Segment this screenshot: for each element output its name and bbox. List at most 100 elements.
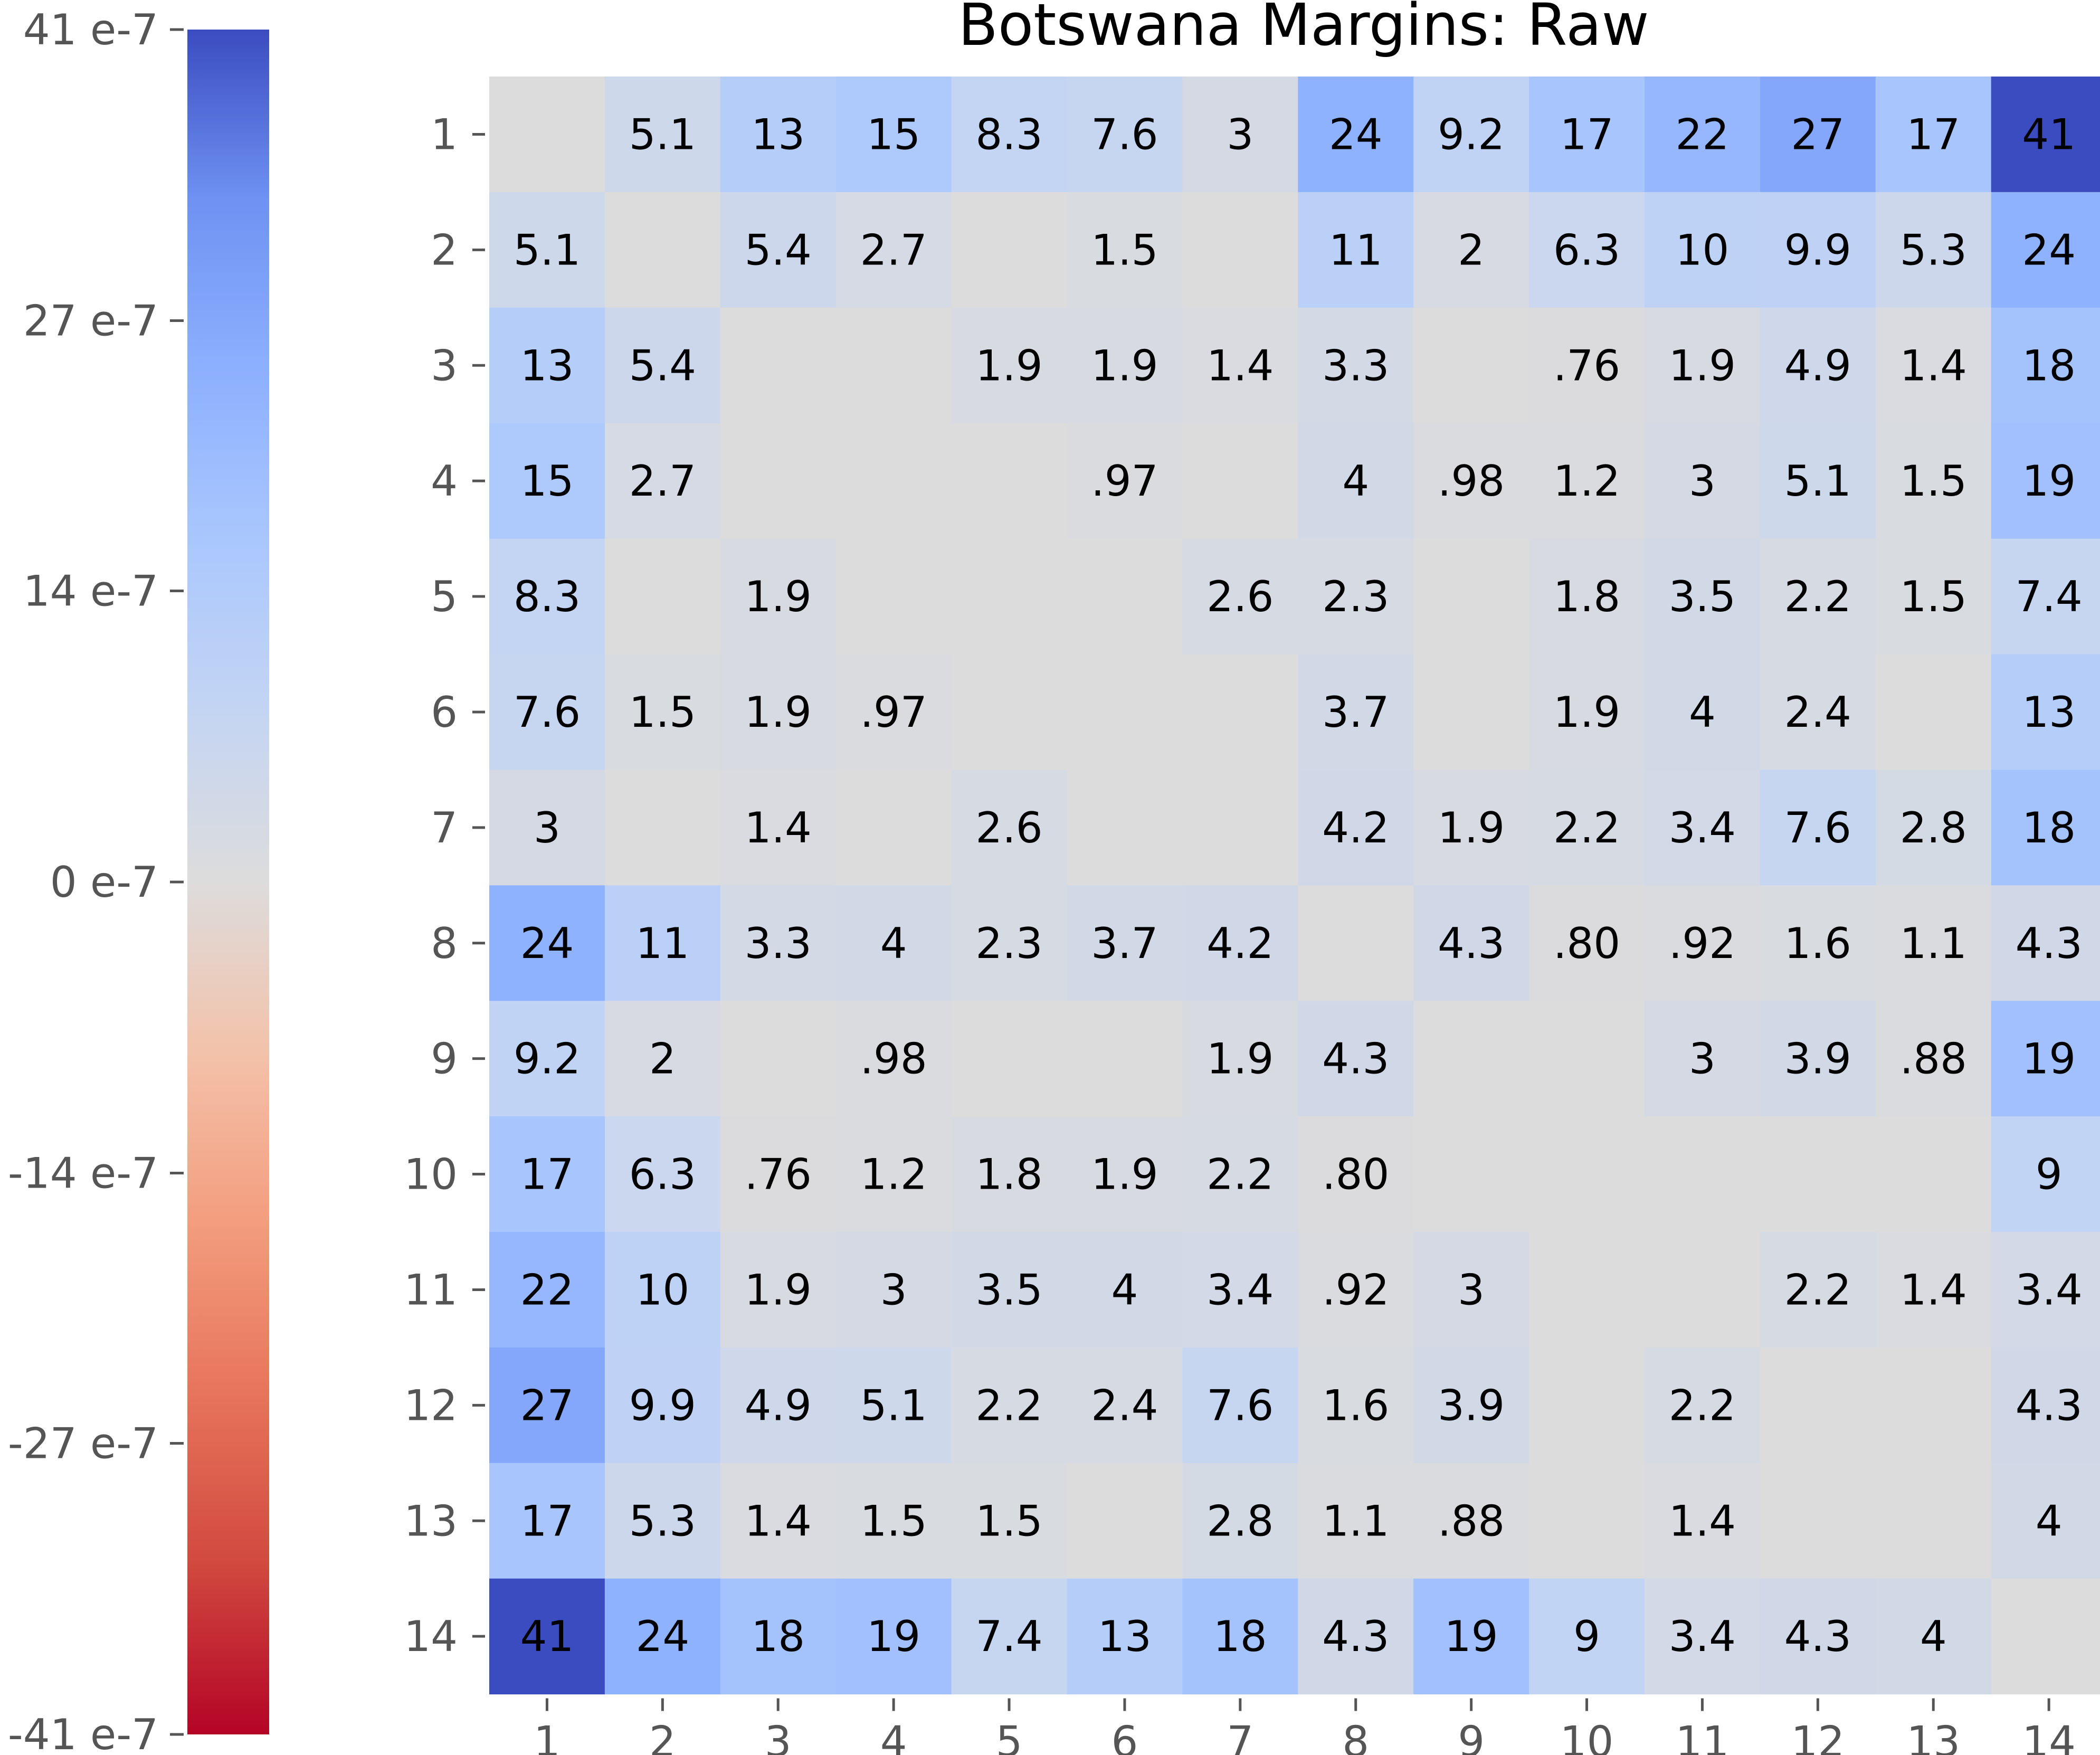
- heatmap-cell: [604, 1578, 721, 1695]
- heatmap-cell: [1529, 770, 1645, 886]
- cell-value-label: 17: [520, 1496, 574, 1545]
- cell-value-label: 7.4: [2016, 572, 2083, 621]
- heatmap-cell: [1413, 1463, 1529, 1579]
- heatmap-cell: [1182, 192, 1298, 308]
- heatmap-cell: [1875, 307, 1992, 424]
- heatmap-cell: [1760, 423, 1876, 539]
- heatmap-cell: [1760, 1578, 1876, 1695]
- heatmap-cell: [489, 885, 605, 1001]
- heatmap-cell: [1298, 1578, 1414, 1695]
- heatmap-cell: [1991, 1578, 2100, 1695]
- heatmap-cell: [1875, 770, 1992, 886]
- heatmap-cell: [1991, 1116, 2100, 1232]
- cell-value-label: 4: [1111, 1265, 1138, 1314]
- heatmap-cell: [1529, 1001, 1645, 1117]
- heatmap-cell: [1991, 538, 2100, 655]
- cell-value-label: 1.9: [745, 688, 812, 737]
- heatmap-cell: [951, 1578, 1068, 1695]
- cell-value-label: 19: [2022, 1035, 2076, 1084]
- heatmap-cell: [951, 77, 1068, 193]
- heatmap-cell: [1413, 1232, 1529, 1348]
- cell-value-label: .92: [1669, 919, 1736, 968]
- heatmap-cell: [1067, 1347, 1183, 1464]
- heatmap-cell: [604, 654, 721, 770]
- y-tick-label: 4: [431, 457, 458, 506]
- cell-value-label: 5.4: [745, 225, 812, 274]
- cell-value-label: 2.4: [1091, 1381, 1158, 1430]
- heatmap-cell: [1645, 192, 1761, 308]
- cell-value-label: 3.7: [1091, 919, 1158, 968]
- cell-value-label: 11: [1329, 225, 1383, 274]
- heatmap-cell: [489, 1232, 605, 1348]
- cell-value-label: 1.8: [1553, 572, 1620, 621]
- cell-value-label: 3: [1227, 110, 1253, 159]
- heatmap-cell: [604, 1232, 721, 1348]
- heatmap-cell: [1875, 654, 1992, 770]
- heatmap-cell: [604, 192, 721, 308]
- cell-value-label: 2.7: [629, 457, 696, 506]
- cell-value-label: 3.5: [975, 1265, 1042, 1314]
- cell-value-label: 3.3: [745, 919, 812, 968]
- heatmap-cell: [1760, 1001, 1876, 1117]
- cell-value-label: 3.9: [1438, 1381, 1505, 1430]
- heatmap-cell: [604, 307, 721, 424]
- heatmap-cell: [835, 1463, 952, 1579]
- x-tick-label: 12: [1791, 1718, 1845, 1755]
- heatmap-cell: [604, 538, 721, 655]
- heatmap-cell: [1413, 1578, 1529, 1695]
- cell-value-label: 1.9: [745, 1265, 812, 1314]
- x-tick-label: 13: [1906, 1718, 1960, 1755]
- heatmap-cell: [604, 1347, 721, 1464]
- heatmap-cell: [835, 423, 952, 539]
- heatmap-cell: [1067, 77, 1183, 193]
- heatmap-cell: [1991, 307, 2100, 424]
- cell-value-label: 10: [1676, 225, 1730, 274]
- heatmap-cell: [835, 1116, 952, 1232]
- cell-value-label: 18: [1213, 1612, 1267, 1661]
- heatmap-cell: [1298, 192, 1414, 308]
- cell-value-label: 2.3: [1322, 572, 1389, 621]
- cell-value-label: 7.6: [1091, 110, 1158, 159]
- cell-value-label: 4.2: [1206, 919, 1274, 968]
- heatmap-cell: [489, 1001, 605, 1117]
- cell-value-label: 17: [1560, 110, 1614, 159]
- cell-value-label: 5.4: [629, 341, 696, 390]
- heatmap-cell: [1067, 423, 1183, 539]
- cell-value-label: 3.4: [1669, 803, 1736, 852]
- cell-value-label: 1.5: [629, 688, 696, 737]
- y-tick-label: 9: [431, 1035, 458, 1084]
- cell-value-label: 5.3: [1900, 225, 1967, 274]
- heatmap-cell: [1298, 538, 1414, 655]
- cell-value-label: .80: [1322, 1150, 1389, 1199]
- cell-value-label: 2.3: [975, 919, 1042, 968]
- heatmap-cell: [1760, 885, 1876, 1001]
- cell-value-label: 1.8: [975, 1150, 1042, 1199]
- colorbar-tick-label: 27 e-7: [23, 296, 158, 345]
- cell-value-label: 1.5: [975, 1496, 1042, 1545]
- heatmap-cell: [1760, 1463, 1876, 1579]
- cell-value-label: 5.1: [860, 1381, 927, 1430]
- heatmap-cell: [1182, 423, 1298, 539]
- cell-value-label: 4: [1689, 688, 1716, 737]
- cell-value-label: 4.3: [1322, 1612, 1389, 1661]
- heatmap-cell: [1182, 538, 1298, 655]
- cell-value-label: 9: [1573, 1612, 1600, 1661]
- cell-value-label: 10: [636, 1265, 690, 1314]
- cell-value-label: .76: [1553, 341, 1620, 390]
- cell-value-label: 13: [1098, 1612, 1152, 1661]
- heatmap-cell: [1875, 1232, 1992, 1348]
- heatmap-cell: [1991, 1463, 2100, 1579]
- cell-value-label: 1.9: [1438, 803, 1505, 852]
- cell-value-label: 3.4: [2016, 1265, 2083, 1314]
- y-tick-label: 2: [431, 225, 458, 274]
- cell-value-label: 24: [1329, 110, 1383, 159]
- heatmap-cell: [1182, 654, 1298, 770]
- heatmap-cell: [1413, 1116, 1529, 1232]
- cell-value-label: 27: [1791, 110, 1845, 159]
- heatmap-cell: [1413, 538, 1529, 655]
- heatmap-cell: [1991, 885, 2100, 1001]
- cell-value-label: 1.9: [1091, 1150, 1158, 1199]
- cell-value-label: 2.2: [975, 1381, 1042, 1430]
- heatmap-cell: [1413, 1001, 1529, 1117]
